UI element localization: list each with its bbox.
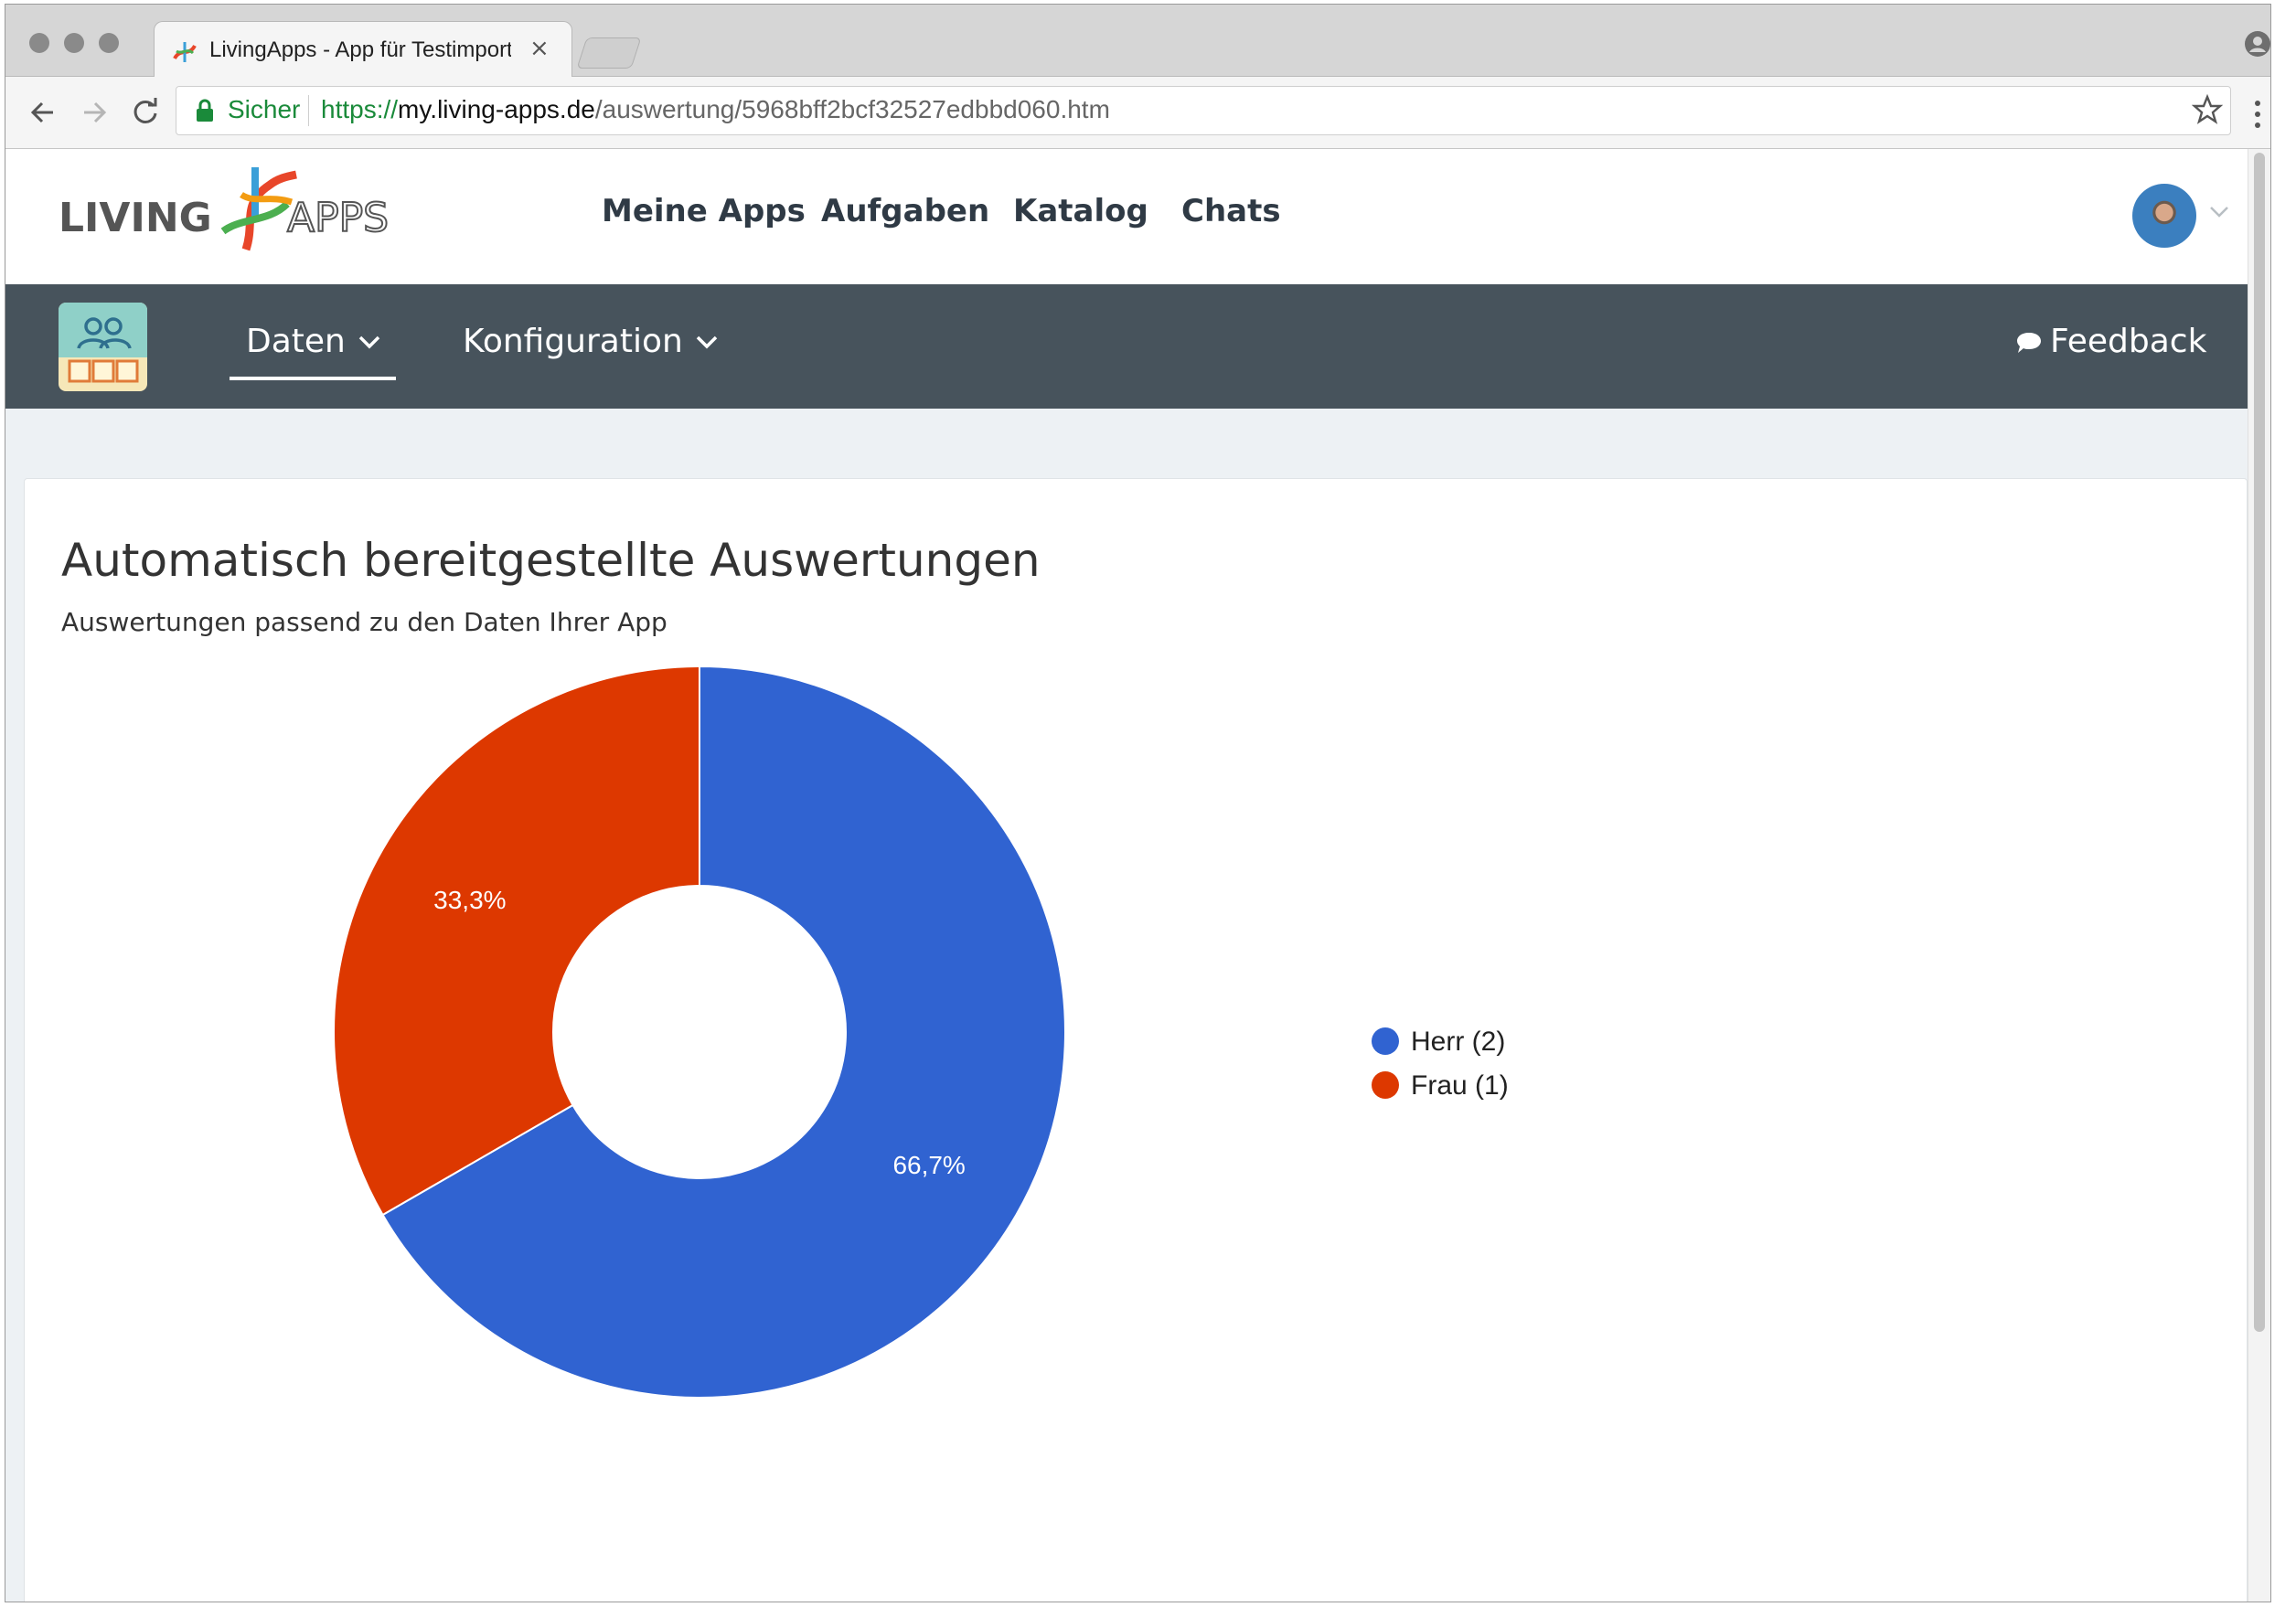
tab-title: LivingApps - App für Testimport — [209, 37, 511, 62]
nav-aufgaben[interactable]: Aufgaben — [821, 193, 990, 229]
nav-meine-apps[interactable]: Meine Apps — [602, 193, 806, 229]
browser-window: LivingApps - App für Testimport × Sicher — [5, 5, 2270, 1602]
scrollbar-thumb[interactable] — [2254, 153, 2265, 1332]
browser-profile-icon[interactable] — [2244, 30, 2270, 58]
page-scrollbar[interactable] — [2248, 149, 2270, 1602]
app-subnavigation: Daten Konfiguration Feedback — [5, 284, 2248, 409]
subnav-daten[interactable]: Daten — [246, 323, 380, 360]
page-viewport: LIVING APPS Meine Apps Aufgaben Katalog … — [5, 149, 2270, 1602]
legend-label-1[interactable]: Frau (1) — [1411, 1070, 1509, 1101]
active-tab-underline — [230, 377, 396, 380]
url-scheme: https:// — [321, 95, 399, 123]
card-subtitle: Auswertungen passend zu den Daten Ihrer … — [61, 607, 667, 637]
browser-tab-active[interactable]: LivingApps - App für Testimport × — [154, 21, 572, 78]
chevron-down-icon — [696, 335, 718, 349]
tab-strip: LivingApps - App für Testimport × — [5, 5, 2270, 78]
url-path: /auswertung/5968bff2bcf32527edbbd060.htm — [594, 95, 1110, 123]
subnav-konfiguration-label: Konfiguration — [463, 323, 683, 360]
speech-bubble-icon — [2017, 333, 2041, 353]
tab-close-icon[interactable]: × — [529, 35, 550, 62]
donut-slice-0[interactable] — [381, 665, 1066, 1399]
maximize-window-button[interactable] — [99, 33, 119, 53]
legend-swatch-0[interactable] — [1372, 1027, 1399, 1055]
livingapps-favicon-icon — [173, 42, 197, 62]
subnav-daten-label: Daten — [246, 323, 346, 360]
user-avatar[interactable] — [2132, 184, 2196, 248]
url-text: https://my.living-apps.de/auswertung/596… — [321, 95, 1110, 124]
livingapps-logo[interactable]: LIVING APPS — [59, 167, 443, 259]
browser-toolbar: Sicher https://my.living-apps.de/auswert… — [5, 77, 2270, 149]
svg-text:APPS: APPS — [287, 195, 389, 241]
legend-label-0[interactable]: Herr (2) — [1411, 1027, 1505, 1057]
secure-label: Sicher — [228, 95, 301, 123]
card-title: Automatisch bereitgestellte Auswertungen — [61, 534, 1041, 587]
chevron-down-icon — [358, 335, 380, 349]
bookmark-star-icon[interactable] — [2192, 94, 2223, 125]
chevron-down-icon[interactable] — [2209, 206, 2229, 218]
lock-icon — [197, 99, 213, 122]
url-host: my.living-apps.de — [398, 95, 595, 123]
feedback-link[interactable]: Feedback — [2015, 323, 2206, 360]
donut-slice-1[interactable] — [333, 665, 700, 1217]
nav-katalog[interactable]: Katalog — [1013, 193, 1148, 229]
subnav-konfiguration[interactable]: Konfiguration — [463, 323, 718, 360]
app-icon[interactable] — [59, 303, 147, 391]
reload-icon[interactable] — [128, 95, 163, 130]
address-bar[interactable]: Sicher https://my.living-apps.de/auswert… — [176, 86, 2231, 135]
analysis-card: Automatisch bereitgestellte Auswertungen… — [24, 478, 2248, 1602]
slice-percent-label-1: 33,3% — [433, 886, 506, 914]
nav-chats[interactable]: Chats — [1181, 193, 1281, 229]
new-tab-button[interactable] — [576, 37, 642, 69]
browser-menu-icon[interactable] — [2253, 99, 2262, 130]
donut-chart: 66,7% 33,3% Herr (2) Frau (1) — [333, 665, 1509, 1399]
slice-percent-label-0: 66,7% — [892, 1151, 965, 1179]
forward-arrow-icon[interactable] — [77, 95, 112, 130]
svg-text:LIVING: LIVING — [59, 195, 212, 241]
people-calendar-icon — [59, 303, 147, 383]
back-arrow-icon[interactable] — [26, 95, 60, 130]
feedback-label: Feedback — [2050, 323, 2207, 360]
close-window-button[interactable] — [29, 33, 49, 53]
address-separator — [308, 95, 309, 126]
minimize-window-button[interactable] — [64, 33, 84, 53]
legend-swatch-1[interactable] — [1372, 1071, 1399, 1099]
top-navigation: LIVING APPS Meine Apps Aufgaben Katalog … — [5, 149, 2248, 284]
